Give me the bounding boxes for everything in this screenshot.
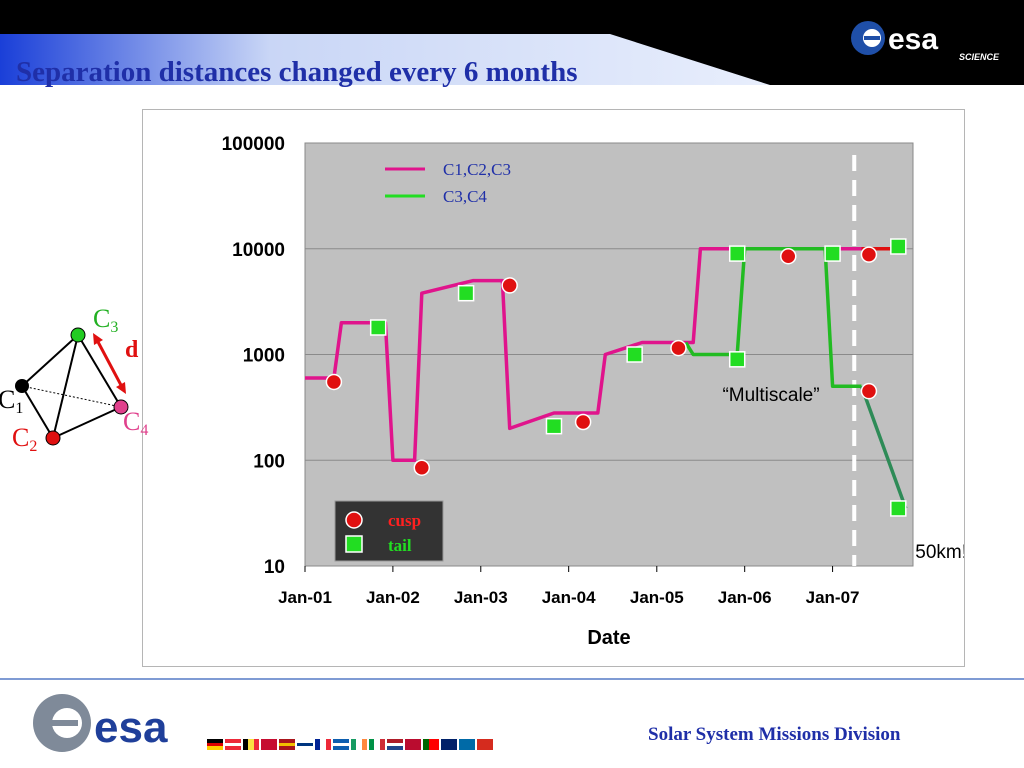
label-c3: C3 bbox=[93, 304, 118, 336]
legend-label-c1c2c3: C1,C2,C3 bbox=[443, 160, 511, 179]
spacecraft-c4-marker bbox=[113, 399, 129, 415]
esa-logo: esa bbox=[33, 694, 168, 752]
flag-icon bbox=[387, 739, 403, 751]
spacecraft-c2-marker bbox=[45, 430, 61, 446]
x-axis-label: Date bbox=[587, 627, 630, 649]
series-line bbox=[305, 247, 869, 463]
y-tick-label: 10000 bbox=[232, 240, 285, 261]
esa-science-logo: esa SCIENCE bbox=[851, 21, 1000, 62]
flag-icon bbox=[243, 739, 259, 750]
cusp-marker bbox=[780, 247, 797, 265]
legend-label-c3c4: C3,C4 bbox=[443, 187, 487, 206]
label-c2: C2 bbox=[12, 423, 37, 455]
logo-text: esa bbox=[888, 23, 938, 56]
series-line bbox=[859, 385, 908, 510]
flag-icon bbox=[261, 739, 277, 750]
footer-divider bbox=[0, 678, 1024, 680]
member-state-flags bbox=[207, 739, 493, 751]
cusp-marker bbox=[574, 413, 592, 431]
cusp-marker bbox=[501, 277, 518, 294]
tail-marker bbox=[728, 245, 746, 262]
spacecraft-c1-marker bbox=[15, 379, 29, 393]
spacecraft-c3-marker bbox=[70, 327, 86, 343]
x-tick-label: Jan-02 bbox=[366, 588, 420, 607]
flag-icon bbox=[279, 739, 295, 751]
cusp-marker bbox=[860, 382, 878, 400]
x-tick-label: Jan-01 bbox=[278, 588, 332, 607]
flag-icon bbox=[441, 739, 457, 750]
chart-frame: 100000 10000 1000 100 10 Jan-01 Jan-02 Jan-03 J… bbox=[142, 109, 965, 667]
x-tick-label: Jan-06 bbox=[718, 588, 772, 607]
flag-icon bbox=[477, 739, 493, 750]
flag-icon bbox=[297, 739, 313, 750]
bottom-logo-text: esa bbox=[94, 703, 168, 752]
cusp-marker bbox=[325, 373, 343, 391]
annotation-multiscale: “Multiscale” bbox=[722, 385, 819, 406]
tail-marker bbox=[728, 351, 746, 368]
flag-icon bbox=[459, 739, 475, 750]
slide-title: Separation distances changed every 6 mon… bbox=[16, 56, 578, 88]
tail-marker bbox=[824, 245, 841, 262]
logo-subtext: SCIENCE bbox=[959, 52, 1000, 62]
data-markers bbox=[325, 238, 907, 517]
y-tick-label: 1000 bbox=[243, 346, 285, 367]
x-tick-labels: Jan-01 Jan-02 Jan-03 Jan-04 Jan-05 Jan-06 Jan-… bbox=[278, 588, 859, 607]
cusp-legend-marker bbox=[345, 511, 363, 529]
marker-legend: cusp tail bbox=[334, 500, 444, 562]
cluster-tetrahedron-diagram: C1 C2 C3 C4 d bbox=[0, 304, 148, 455]
annotation-50km: 50km! bbox=[915, 542, 964, 563]
tail-marker bbox=[890, 238, 907, 255]
label-c1: C1 bbox=[0, 385, 23, 417]
flag-icon bbox=[405, 739, 421, 750]
cusp-marker bbox=[670, 339, 687, 357]
label-distance: d bbox=[125, 337, 139, 363]
tail-marker bbox=[626, 346, 643, 363]
tail-marker bbox=[369, 319, 387, 336]
flag-icon bbox=[351, 739, 367, 750]
tail-marker bbox=[457, 284, 475, 302]
flag-icon bbox=[369, 739, 385, 750]
cusp-marker bbox=[413, 459, 431, 476]
distance-arrow bbox=[95, 339, 124, 388]
tail-marker bbox=[545, 417, 563, 435]
series-legend: C1,C2,C3 C3,C4 bbox=[385, 160, 511, 206]
axis-ticks bbox=[304, 566, 834, 572]
y-tick-label: 10 bbox=[264, 557, 285, 578]
y-tick-labels: 100000 10000 1000 100 10 bbox=[222, 134, 285, 578]
x-tick-label: Jan-04 bbox=[542, 588, 596, 607]
flag-icon bbox=[315, 739, 331, 750]
tail-legend-marker bbox=[345, 535, 363, 553]
flag-icon bbox=[333, 739, 349, 751]
footer-division: Solar System Missions Division bbox=[648, 724, 901, 745]
x-tick-label: Jan-03 bbox=[454, 588, 508, 607]
flag-icon bbox=[207, 739, 223, 751]
y-tick-label: 100000 bbox=[222, 134, 285, 155]
cusp-marker bbox=[860, 246, 878, 263]
x-tick-label: Jan-07 bbox=[806, 588, 860, 607]
cusp-legend-label: cusp bbox=[388, 511, 421, 530]
flag-icon bbox=[225, 739, 241, 751]
flag-icon bbox=[423, 739, 439, 750]
tail-legend-label: tail bbox=[388, 536, 412, 555]
x-tick-label: Jan-05 bbox=[630, 588, 684, 607]
y-tick-label: 100 bbox=[253, 451, 285, 472]
tail-marker bbox=[890, 500, 907, 517]
label-c4: C4 bbox=[123, 407, 148, 439]
